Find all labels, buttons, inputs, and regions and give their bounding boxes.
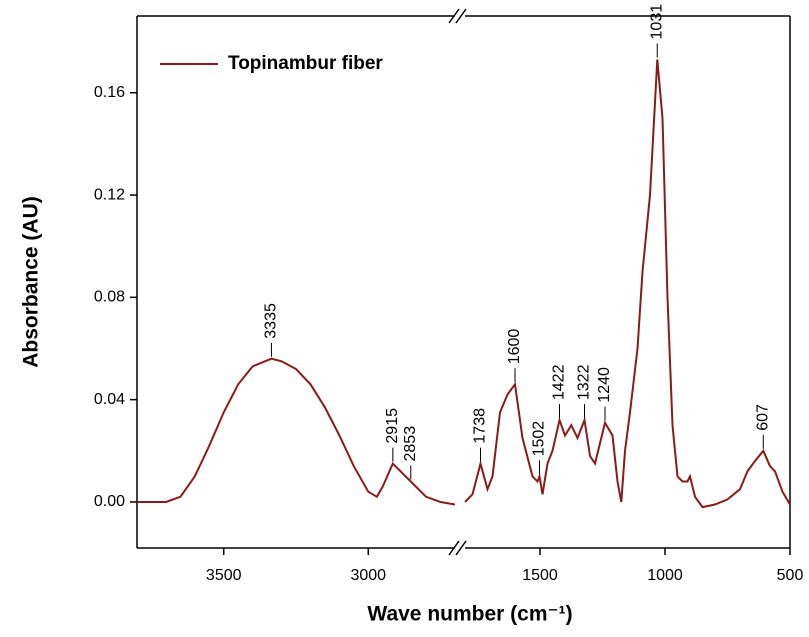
legend-label: Topinambur fiber (228, 53, 383, 74)
peak-label: 2915 (384, 408, 401, 444)
axis-break (455, 540, 467, 556)
peak-label: 1738 (472, 408, 489, 444)
peak-label: 1600 (506, 329, 523, 365)
peak-label: 1502 (531, 421, 548, 457)
peak-label: 3335 (263, 303, 280, 339)
peak-label: 1322 (576, 364, 593, 400)
x-tick-label: 1500 (522, 567, 558, 584)
peak-label: 1031 (648, 4, 665, 40)
y-axis-label: Absorbance (AU) (20, 196, 43, 368)
x-tick-label: 1000 (647, 567, 683, 584)
y-tick-label: 0.00 (94, 493, 125, 510)
axis-break (448, 540, 460, 556)
peak-label: 1240 (596, 367, 613, 403)
x-tick-label: 500 (777, 567, 804, 584)
axis-break (455, 8, 467, 24)
axis-break (448, 8, 460, 24)
x-tick-label: 3000 (350, 567, 386, 584)
y-tick-label: 0.12 (94, 186, 125, 203)
peak-label: 2853 (402, 426, 419, 462)
x-tick-label: 3500 (206, 567, 242, 584)
x-axis-label: Wave number (cm⁻¹) (367, 603, 572, 626)
y-tick-label: 0.08 (94, 289, 125, 306)
y-tick-label: 0.16 (94, 84, 125, 101)
spectrum-line (137, 59, 791, 509)
y-tick-label: 0.04 (94, 391, 125, 408)
peak-label: 1422 (551, 364, 568, 400)
peak-label: 607 (754, 404, 771, 431)
